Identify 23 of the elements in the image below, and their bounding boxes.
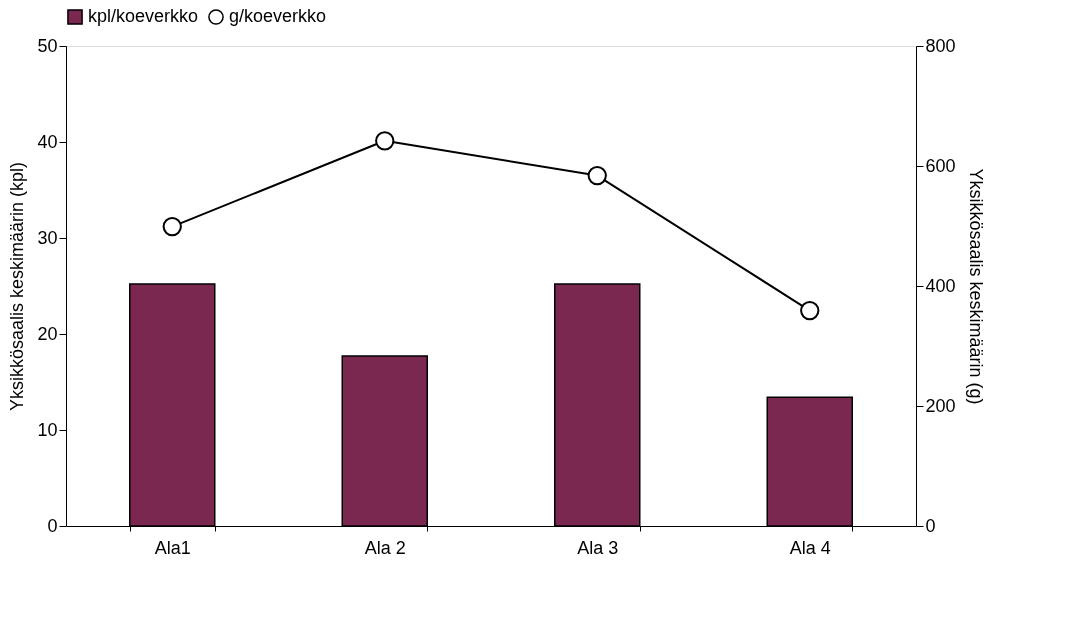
y-tick-label: 0 [47,515,58,536]
x-tick-label: Ala 2 [364,537,406,558]
y2-tick-label: 0 [925,515,936,536]
point [162,216,182,237]
y2-tick-label: 800 [925,35,956,56]
point [375,131,395,151]
point [587,165,607,186]
x-tick-label: Ala 3 [577,537,619,558]
y2-tick-label: 200 [925,395,956,416]
x-tick-label: Ala 4 [789,537,831,558]
y-tick-label: 20 [37,323,58,344]
y2-axis-title: Yksikkösaalis keskimäärin (g) [965,168,986,405]
y2-tick-label: 600 [925,155,956,176]
x-tick-label: Ala1 [154,537,191,558]
y-tick-label: 10 [37,419,58,440]
y-axis-title: Yksikkösaalis keskimäärin (kpl) [7,161,28,412]
legend-label: kpl/koeverkko [88,6,199,26]
legend-label: g/koeverkko [229,6,327,26]
point [800,300,820,321]
y-tick-label: 30 [37,227,58,248]
y-tick-label: 40 [37,131,58,152]
y-tick-label: 50 [37,35,58,56]
y2-tick-label: 400 [925,275,956,296]
